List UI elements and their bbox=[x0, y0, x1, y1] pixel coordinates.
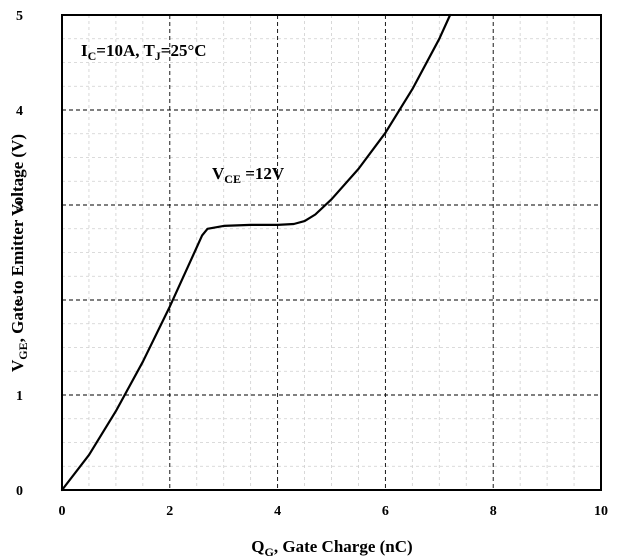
y-axis-title: VGE, Gate to Emitter Voltage (V) bbox=[8, 134, 30, 372]
vge-curve bbox=[60, 13, 452, 492]
y-tick-labels: 0 1 2 3 4 5 bbox=[16, 9, 23, 499]
vce-annotation: VCE =12V bbox=[212, 164, 285, 186]
y-tick-label: 4 bbox=[16, 104, 23, 119]
y-tick-label: 3 bbox=[16, 199, 23, 214]
x-tick-label: 6 bbox=[382, 504, 389, 519]
x-axis-title: QG, Gate Charge (nC) bbox=[251, 537, 412, 559]
minor-grid bbox=[62, 15, 601, 490]
x-tick-label: 8 bbox=[490, 504, 497, 519]
y-tick-label: 5 bbox=[16, 9, 23, 24]
y-tick-label: 0 bbox=[16, 484, 23, 499]
y-tick-label: 1 bbox=[16, 389, 23, 404]
x-tick-label: 0 bbox=[59, 504, 66, 519]
x-tick-labels: 0 2 4 6 8 10 bbox=[59, 504, 609, 519]
y-tick-label: 2 bbox=[16, 294, 23, 309]
plot-frame bbox=[61, 14, 602, 491]
x-tick-label: 4 bbox=[274, 504, 281, 519]
x-tick-label: 10 bbox=[594, 504, 608, 519]
conditions-annotation: IC=10A, TJ=25°C bbox=[81, 41, 207, 63]
major-grid bbox=[62, 15, 601, 490]
x-tick-label: 2 bbox=[166, 504, 173, 519]
